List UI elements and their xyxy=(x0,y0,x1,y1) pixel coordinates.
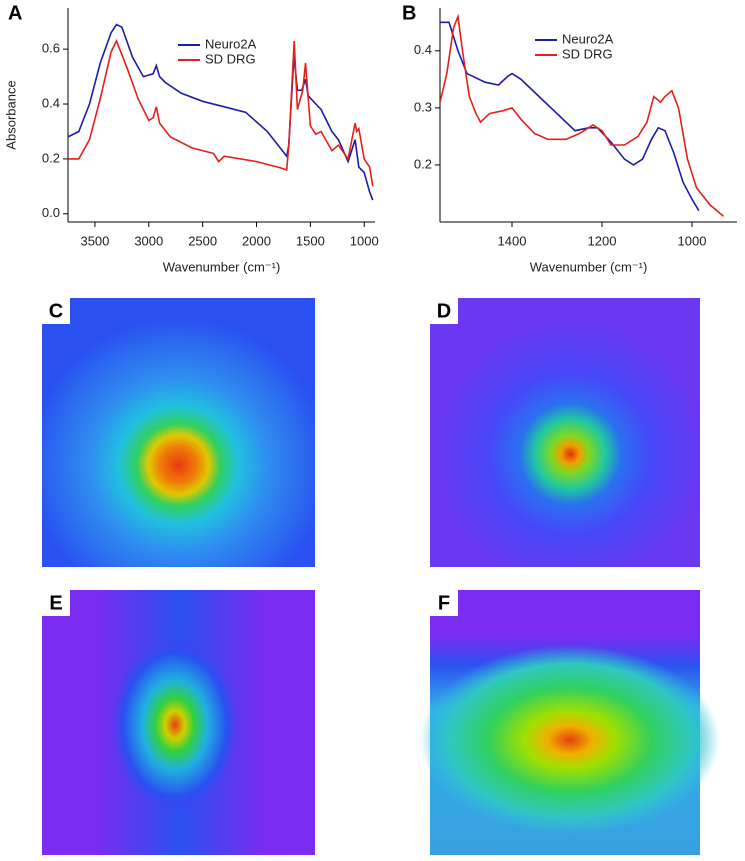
series-line xyxy=(68,23,374,201)
x-axis-label: Wavenumber (cm⁻¹) xyxy=(530,259,648,274)
x-tick-label: 1200 xyxy=(588,233,617,248)
panel-label: C xyxy=(49,300,63,322)
x-tick-label: 3000 xyxy=(134,233,163,248)
y-tick-label: 0.0 xyxy=(42,205,60,220)
x-tick-label: 2500 xyxy=(188,233,217,248)
label-box xyxy=(42,298,70,324)
legend-label: Neuro2A xyxy=(562,31,614,46)
chart: B 0.2 0.3 0.4 1400 1200 1000 Wavenumber (cm⁻¹) N… xyxy=(402,2,737,274)
series-line xyxy=(440,13,725,217)
image-f xyxy=(420,590,720,855)
y-tick-label: 0.2 xyxy=(42,150,60,165)
image-d xyxy=(430,298,700,567)
image-e xyxy=(42,590,315,855)
x-tick-label: 1000 xyxy=(678,233,707,248)
x-tick-label: 1500 xyxy=(296,233,325,248)
legend-label: Neuro2A xyxy=(205,36,257,51)
chart: A 0.0 0.2 0.4 0.6 3500 3000 2500 2000 1500 1000 Wav… xyxy=(3,2,378,274)
y-axis-label: Absorbance xyxy=(3,80,18,149)
label-box xyxy=(430,590,458,616)
y-tick-label: 0.4 xyxy=(42,95,60,110)
panel-label: B xyxy=(402,2,416,24)
y-tick-label: 0.4 xyxy=(414,42,432,57)
y-tick-label: 0.2 xyxy=(414,156,432,171)
y-tick-label: 0.3 xyxy=(414,99,432,114)
panel-label: A xyxy=(8,2,22,24)
legend-label: SD DRG xyxy=(205,51,256,66)
x-tick-label: 1400 xyxy=(498,233,527,248)
series-line xyxy=(68,38,374,187)
image-c xyxy=(42,298,315,567)
legend-label: SD DRG xyxy=(562,46,613,61)
panel-label: F xyxy=(438,592,450,614)
panel-label: E xyxy=(49,592,62,614)
label-box xyxy=(430,298,458,324)
panel-label: D xyxy=(437,300,451,322)
x-tick-label: 1000 xyxy=(350,233,379,248)
x-tick-label: 2000 xyxy=(242,233,271,248)
label-box xyxy=(42,590,70,616)
x-axis-label: Wavenumber (cm⁻¹) xyxy=(163,259,281,274)
y-tick-label: 0.6 xyxy=(42,41,60,56)
x-tick-label: 3500 xyxy=(80,233,109,248)
